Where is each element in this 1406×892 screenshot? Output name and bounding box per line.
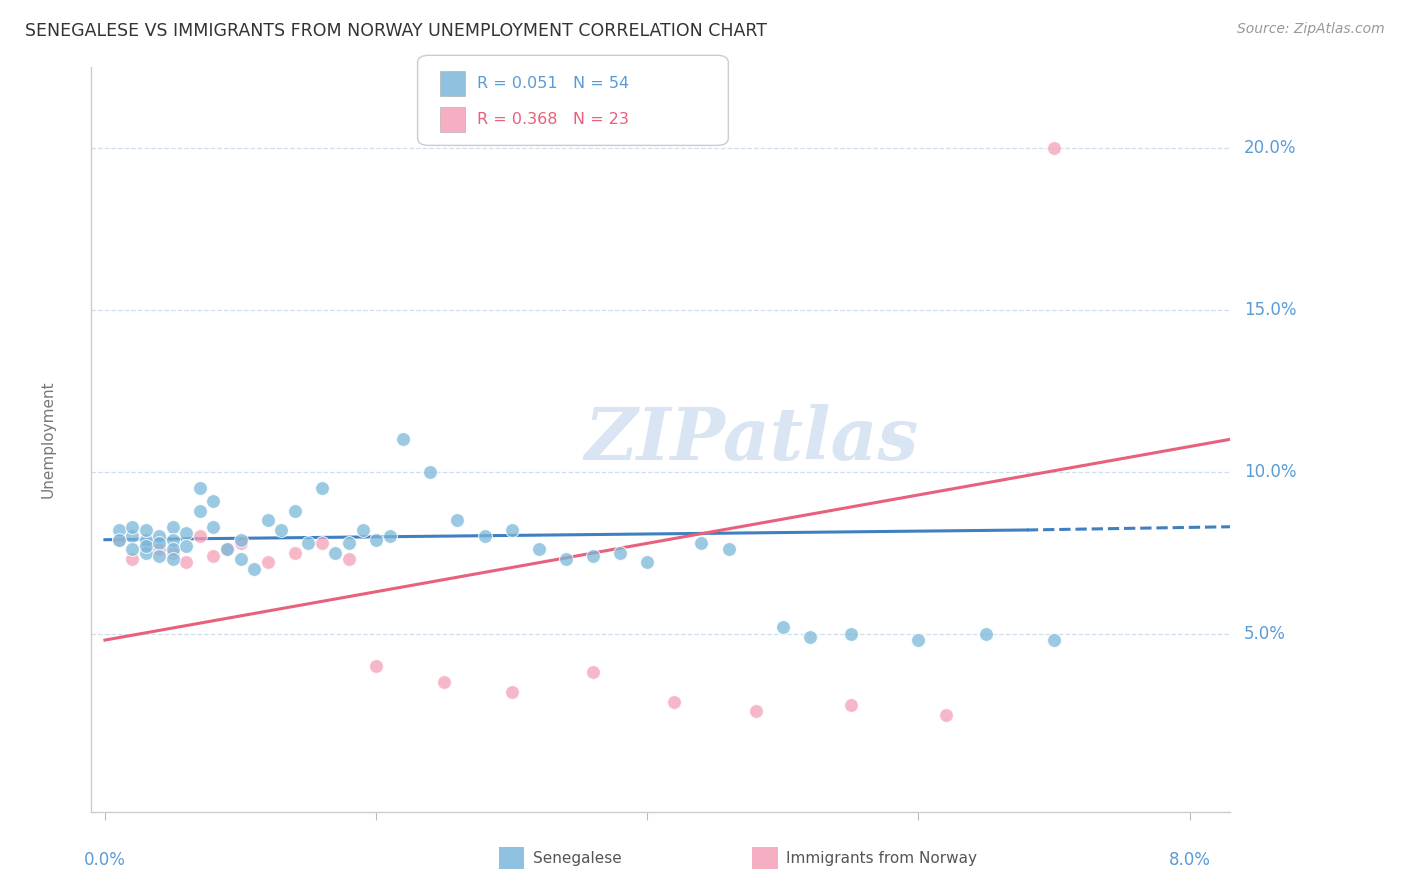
- Point: [337, 552, 360, 566]
- Text: 15.0%: 15.0%: [1244, 301, 1296, 318]
- Point: [907, 633, 929, 648]
- Point: [202, 493, 225, 508]
- Point: [1043, 633, 1066, 648]
- Point: [419, 465, 441, 479]
- Point: [1043, 141, 1066, 155]
- Text: 0.0%: 0.0%: [84, 851, 127, 869]
- Point: [270, 523, 292, 537]
- Text: 20.0%: 20.0%: [1244, 139, 1296, 157]
- Text: 10.0%: 10.0%: [1244, 463, 1296, 481]
- Point: [229, 533, 252, 547]
- Point: [364, 533, 387, 547]
- Text: Senegalese: Senegalese: [533, 851, 621, 865]
- Point: [392, 433, 415, 447]
- Text: Source: ZipAtlas.com: Source: ZipAtlas.com: [1237, 22, 1385, 37]
- Point: [337, 536, 360, 550]
- Text: 8.0%: 8.0%: [1168, 851, 1211, 869]
- Point: [148, 536, 170, 550]
- Point: [162, 552, 184, 566]
- Text: ZIPatlas: ZIPatlas: [585, 404, 920, 475]
- Point: [772, 620, 794, 634]
- Text: Immigrants from Norway: Immigrants from Norway: [786, 851, 977, 865]
- Point: [378, 529, 401, 543]
- Point: [188, 481, 211, 495]
- Point: [229, 536, 252, 550]
- Text: 5.0%: 5.0%: [1244, 624, 1286, 642]
- Point: [325, 546, 347, 560]
- Point: [839, 698, 862, 712]
- Point: [135, 533, 157, 547]
- Point: [934, 707, 956, 722]
- Point: [162, 546, 184, 560]
- Point: [121, 520, 143, 534]
- Point: [284, 546, 307, 560]
- Point: [433, 675, 456, 690]
- Point: [636, 555, 658, 569]
- Point: [188, 529, 211, 543]
- Point: [582, 665, 605, 680]
- Point: [148, 529, 170, 543]
- Point: [501, 685, 523, 699]
- Point: [839, 626, 862, 640]
- Point: [664, 695, 686, 709]
- Point: [974, 626, 997, 640]
- Point: [284, 503, 307, 517]
- Point: [162, 520, 184, 534]
- Point: [690, 536, 713, 550]
- Text: Unemployment: Unemployment: [41, 381, 56, 498]
- Point: [501, 523, 523, 537]
- Point: [799, 630, 821, 644]
- Point: [609, 546, 631, 560]
- Text: R = 0.051   N = 54: R = 0.051 N = 54: [477, 76, 628, 91]
- Point: [107, 533, 129, 547]
- Point: [256, 555, 278, 569]
- Point: [215, 542, 238, 557]
- Point: [229, 552, 252, 566]
- Point: [364, 659, 387, 673]
- Point: [107, 523, 129, 537]
- Point: [297, 536, 319, 550]
- Point: [202, 549, 225, 563]
- Point: [202, 520, 225, 534]
- Point: [474, 529, 496, 543]
- Point: [243, 562, 266, 576]
- Point: [215, 542, 238, 557]
- Point: [135, 539, 157, 553]
- Point: [717, 542, 740, 557]
- Point: [256, 513, 278, 527]
- Point: [135, 536, 157, 550]
- Point: [121, 542, 143, 557]
- Point: [527, 542, 550, 557]
- Point: [148, 549, 170, 563]
- Point: [582, 549, 605, 563]
- Point: [135, 546, 157, 560]
- Point: [352, 523, 374, 537]
- Point: [311, 481, 333, 495]
- Point: [174, 526, 197, 541]
- Point: [162, 533, 184, 547]
- Point: [135, 523, 157, 537]
- Point: [121, 529, 143, 543]
- Point: [148, 542, 170, 557]
- Point: [121, 552, 143, 566]
- Point: [554, 552, 576, 566]
- Point: [188, 503, 211, 517]
- Point: [446, 513, 468, 527]
- Point: [174, 539, 197, 553]
- Text: SENEGALESE VS IMMIGRANTS FROM NORWAY UNEMPLOYMENT CORRELATION CHART: SENEGALESE VS IMMIGRANTS FROM NORWAY UNE…: [25, 22, 768, 40]
- Point: [745, 704, 768, 718]
- Point: [107, 533, 129, 547]
- Point: [311, 536, 333, 550]
- Text: R = 0.368   N = 23: R = 0.368 N = 23: [477, 112, 628, 127]
- Point: [162, 542, 184, 557]
- Point: [174, 555, 197, 569]
